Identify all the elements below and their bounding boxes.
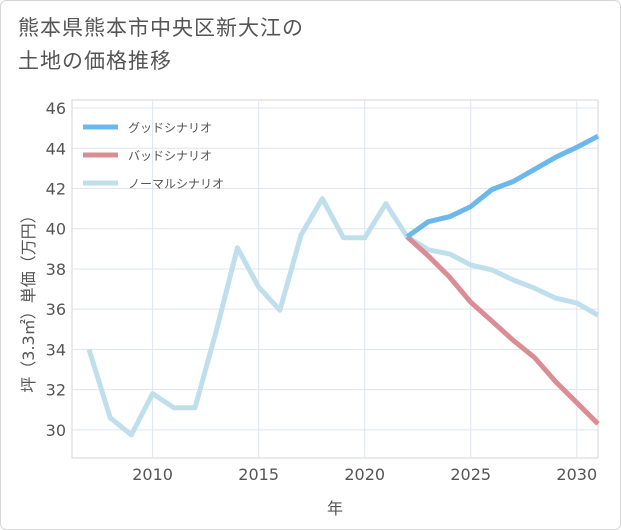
- y-axis-ticks: 30 32 34 36 38 40 42 44 46: [46, 99, 66, 440]
- y-tick-label: 32: [46, 381, 66, 400]
- x-tick-label: 2030: [556, 465, 597, 484]
- y-tick-label: 44: [46, 139, 66, 158]
- chart-title-line-1: 熊本県熊本市中央区新大江の: [18, 16, 304, 40]
- legend-label-1: バッドシナリオ: [128, 149, 212, 163]
- x-axis-label: 年: [327, 499, 343, 518]
- y-tick-label: 46: [46, 99, 66, 118]
- x-tick-label: 2025: [450, 465, 491, 484]
- series-line-1: [405, 234, 600, 426]
- chart-title: 熊本県熊本市中央区新大江の 土地の価格推移: [18, 12, 458, 78]
- x-tick-label: 2020: [344, 465, 385, 484]
- y-tick-label: 36: [46, 300, 66, 319]
- y-tick-label: 30: [46, 421, 66, 440]
- series-line-0: [405, 133, 600, 239]
- series-lines: [86, 133, 600, 438]
- y-tick-label: 38: [46, 260, 66, 279]
- series-line-2: [86, 196, 600, 438]
- y-axis-label: 坪（3.3㎡）単価（万円）: [19, 207, 38, 392]
- x-axis-ticks: 2010 2015 2020 2025 2030: [132, 465, 597, 484]
- x-tick-label: 2010: [132, 465, 173, 484]
- x-tick-label: 2015: [238, 465, 279, 484]
- chart-title-line-2: 土地の価格推移: [18, 49, 172, 73]
- y-tick-label: 34: [46, 340, 66, 359]
- y-tick-label: 42: [46, 179, 66, 198]
- legend-label-0: グッドシナリオ: [128, 121, 212, 135]
- y-tick-label: 40: [46, 220, 66, 239]
- legend-label-2: ノーマルシナリオ: [128, 177, 224, 191]
